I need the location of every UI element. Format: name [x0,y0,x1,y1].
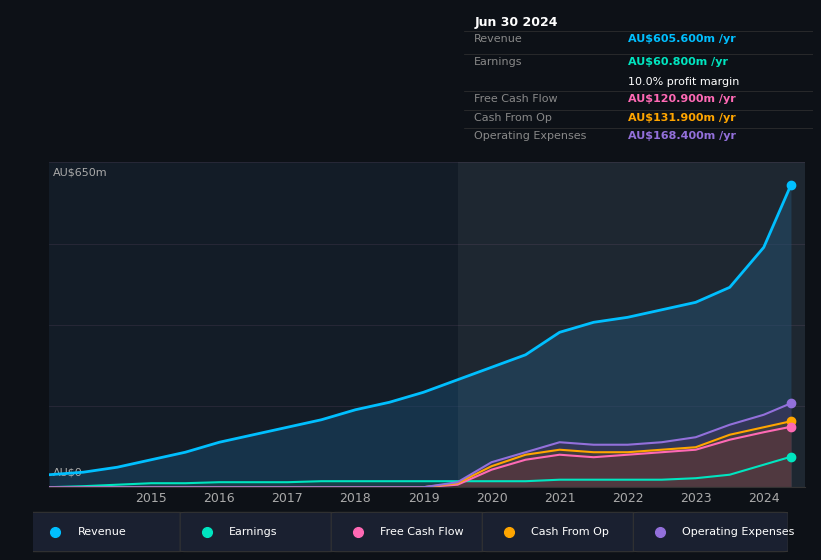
Text: Operating Expenses: Operating Expenses [682,527,795,537]
Text: 10.0% profit margin: 10.0% profit margin [628,77,739,87]
FancyBboxPatch shape [331,512,486,552]
Bar [457,162,805,487]
FancyBboxPatch shape [633,512,788,552]
Text: AU$650m: AU$650m [53,167,108,178]
Text: AU$0: AU$0 [53,468,83,478]
Text: Revenue: Revenue [475,34,523,44]
Text: Operating Expenses: Operating Expenses [475,131,587,141]
Text: AU$131.900m /yr: AU$131.900m /yr [628,113,736,123]
Text: Jun 30 2024: Jun 30 2024 [475,16,557,29]
FancyBboxPatch shape [29,512,184,552]
Text: Revenue: Revenue [78,527,127,537]
Text: AU$168.400m /yr: AU$168.400m /yr [628,131,736,141]
FancyBboxPatch shape [180,512,335,552]
Text: Free Cash Flow: Free Cash Flow [475,94,558,104]
Text: Earnings: Earnings [229,527,277,537]
Text: Free Cash Flow: Free Cash Flow [380,527,464,537]
Text: AU$120.900m /yr: AU$120.900m /yr [628,94,736,104]
Text: Earnings: Earnings [475,57,523,67]
Text: Cash From Op: Cash From Op [475,113,553,123]
Text: Cash From Op: Cash From Op [531,527,609,537]
FancyBboxPatch shape [482,512,637,552]
Text: AU$60.800m /yr: AU$60.800m /yr [628,57,728,67]
Text: AU$605.600m /yr: AU$605.600m /yr [628,34,736,44]
